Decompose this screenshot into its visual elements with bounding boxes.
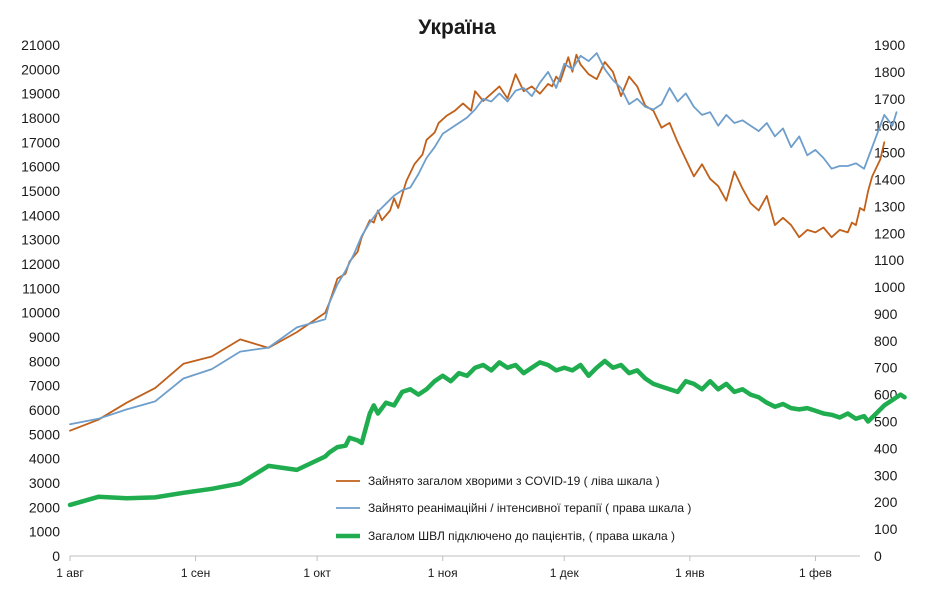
- left-tick-label: 1000: [29, 524, 60, 540]
- left-tick-label: 16000: [21, 159, 60, 175]
- left-tick-label: 2000: [29, 499, 60, 515]
- legend-label-covid: Зайнято загалом хворими з COVID-19 ( лів…: [368, 474, 660, 488]
- left-tick-label: 4000: [29, 451, 60, 467]
- left-tick-label: 10000: [21, 305, 60, 321]
- left-tick-label: 7000: [29, 378, 60, 394]
- right-tick-label: 0: [874, 548, 882, 564]
- left-tick-label: 12000: [21, 256, 60, 272]
- left-tick-label: 9000: [29, 329, 60, 345]
- left-tick-label: 6000: [29, 402, 60, 418]
- right-tick-label: 800: [874, 333, 898, 349]
- left-tick-label: 11000: [22, 280, 60, 296]
- left-tick-label: 17000: [21, 134, 60, 150]
- x-tick-label: 1 авг: [56, 566, 84, 580]
- series-layer: [67, 52, 907, 508]
- left-tick-label: 18000: [21, 110, 60, 126]
- left-axis-ticks: 0 1000 2000 3000 4000 5000 6000 7000 8000 9000 100…: [21, 37, 60, 564]
- chart-title: Україна: [418, 16, 496, 39]
- left-tick-label: 8000: [29, 353, 60, 369]
- right-tick-label: 1300: [874, 198, 905, 214]
- left-tick-label: 20000: [21, 61, 60, 77]
- x-tick-label: 1 сен: [181, 566, 210, 580]
- right-tick-label: 1900: [874, 37, 905, 53]
- right-tick-label: 300: [874, 467, 898, 483]
- right-tick-label: 1000: [874, 279, 905, 295]
- series-icu-line: [69, 52, 898, 426]
- legend-label-ventilator: Загалом ШВЛ підключено до пацієнтів, ( п…: [368, 529, 675, 543]
- left-tick-label: 21000: [21, 37, 60, 53]
- legend: Зайнято загалом хворими з COVID-19 ( лів…: [336, 474, 691, 543]
- x-axis-ticks: 1 авг 1 сен 1 окт 1 ноя 1 дек 1 янв 1 фев: [56, 556, 832, 580]
- x-tick-label: 1 окт: [303, 566, 331, 580]
- right-tick-label: 100: [874, 521, 898, 537]
- right-tick-label: 500: [874, 414, 898, 430]
- left-tick-label: 19000: [21, 86, 60, 102]
- left-tick-label: 15000: [21, 183, 60, 199]
- left-tick-label: 5000: [29, 426, 60, 442]
- right-tick-label: 400: [874, 440, 898, 456]
- right-axis-ticks: 0100200300400500600700800900100011001200…: [874, 37, 905, 564]
- right-tick-label: 200: [874, 494, 898, 510]
- legend-label-icu: Зайнято реанімаційні / інтенсивної терап…: [368, 501, 691, 515]
- x-tick-label: 1 фев: [799, 566, 832, 580]
- right-tick-label: 1700: [874, 91, 905, 107]
- right-tick-label: 1800: [874, 64, 905, 80]
- right-tick-label: 900: [874, 306, 898, 322]
- right-tick-label: 1100: [874, 252, 904, 268]
- right-tick-label: 1200: [874, 225, 905, 241]
- left-tick-label: 14000: [21, 207, 60, 223]
- right-tick-label: 1400: [874, 171, 905, 187]
- right-tick-label: 700: [874, 360, 898, 376]
- x-tick-label: 1 ноя: [428, 566, 458, 580]
- left-tick-label: 3000: [29, 475, 60, 491]
- left-tick-label: 13000: [21, 232, 60, 248]
- x-tick-label: 1 янв: [675, 566, 705, 580]
- right-tick-label: 1500: [874, 145, 905, 161]
- x-tick-label: 1 дек: [550, 566, 580, 580]
- left-tick-label: 0: [52, 548, 60, 564]
- series-ventilator-line: [67, 358, 907, 508]
